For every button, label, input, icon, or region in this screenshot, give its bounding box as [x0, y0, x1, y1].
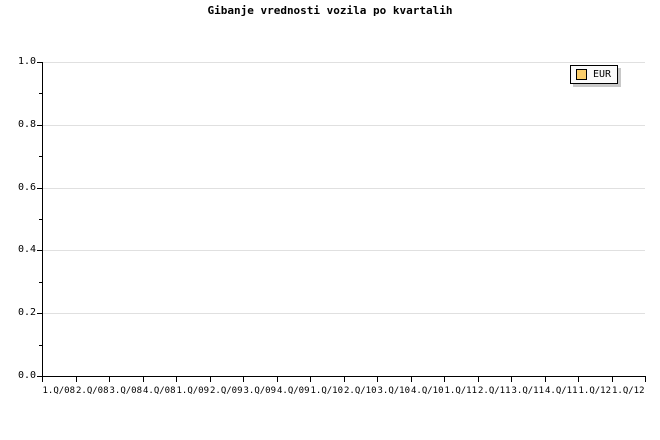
- y-axis-line: [42, 62, 43, 377]
- x-axis-tick-label: 3.Q/10: [377, 386, 410, 396]
- x-axis-line: [42, 376, 646, 377]
- y-axis-tick-major: [37, 124, 42, 126]
- x-axis-tick-label: 4.Q/11: [544, 386, 578, 396]
- x-axis-tick-label: 2.Q/11: [477, 386, 511, 396]
- x-axis-tick: [444, 377, 445, 382]
- y-axis-tick-major: [37, 62, 42, 63]
- x-axis-tick-label: 4.Q/10: [410, 386, 444, 396]
- y-axis-tick-label: 0.8: [17, 118, 36, 130]
- plot-area: [42, 62, 645, 376]
- legend-swatch-eur-icon: [576, 69, 587, 80]
- x-axis-tick-label: 1.Q/12: [611, 386, 645, 396]
- x-axis-tick: [176, 377, 177, 382]
- x-axis-tick: [511, 377, 512, 382]
- x-axis-tick: [411, 377, 412, 382]
- y-axis-tick-minor: [39, 93, 42, 95]
- x-axis-tick: [76, 377, 77, 382]
- x-axis-tick-label: 4.Q/09: [276, 386, 310, 396]
- x-axis-tick: [243, 377, 244, 382]
- x-axis-tick-label: 1.Q/09: [176, 386, 209, 396]
- y-axis-tick-label: 0.2: [17, 307, 36, 319]
- x-axis-tick: [310, 377, 311, 382]
- x-axis-tick-label: 1.Q/10: [310, 386, 343, 396]
- x-axis-tick-label: 3.Q/11: [511, 386, 544, 396]
- x-axis-tick-label: 1.Q/11: [444, 386, 477, 396]
- x-axis-tick: [377, 377, 378, 382]
- x-axis-tick-label: 2.Q/10: [343, 386, 377, 396]
- chart-title: Gibanje vrednosti vozila po kvartalih: [207, 4, 453, 17]
- x-axis-tick: [42, 377, 43, 382]
- x-axis-tick: [109, 377, 110, 382]
- y-axis-tick-label: 0.4: [17, 244, 36, 256]
- x-axis-tick: [478, 377, 479, 382]
- gridline: [42, 313, 645, 315]
- x-axis-tick-label: 4.Q/08: [142, 386, 176, 396]
- y-axis-tick-major: [37, 187, 42, 189]
- y-axis-tick-label: 0.0: [17, 370, 36, 381]
- x-axis-tick: [578, 377, 579, 382]
- gridline: [42, 250, 645, 252]
- x-axis-tick-label: 2.Q/09: [209, 386, 243, 396]
- x-axis-tick-label: 3.Q/09: [243, 386, 276, 396]
- x-axis-tick: [143, 377, 144, 382]
- y-axis-tick-major: [37, 313, 42, 315]
- chart-legend[interactable]: EUR: [570, 65, 619, 84]
- y-axis-tick-minor: [39, 344, 42, 346]
- x-axis-tick-label: 2.Q/08: [75, 386, 109, 396]
- y-axis-tick-label: 1.0: [17, 56, 36, 67]
- y-axis-tick-minor: [39, 281, 42, 283]
- legend-label-eur: EUR: [593, 69, 612, 80]
- x-axis-tick: [545, 377, 546, 382]
- x-axis-tick: [645, 377, 646, 382]
- y-axis-tick-major: [37, 250, 42, 252]
- y-axis-tick-minor: [39, 156, 42, 158]
- x-axis-tick-label: 1.Q/12: [578, 386, 611, 396]
- gridline: [42, 124, 645, 126]
- y-axis-tick-minor: [39, 219, 42, 220]
- x-axis-tick: [612, 377, 613, 382]
- y-axis-tick-major: [37, 376, 42, 377]
- x-axis-tick: [277, 377, 278, 382]
- x-axis-tick: [344, 377, 345, 382]
- x-axis-tick-label: 1.Q/08: [42, 386, 75, 396]
- gridline: [42, 62, 645, 63]
- x-axis-tick-label: 3.Q/08: [109, 386, 142, 396]
- y-axis-tick-label: 0.6: [17, 181, 36, 193]
- y-axis-labels: 0.0 0.2 0.4 0.6 0.8 1.0: [0, 0, 36, 440]
- gridline: [42, 187, 645, 189]
- x-axis-tick: [210, 377, 211, 382]
